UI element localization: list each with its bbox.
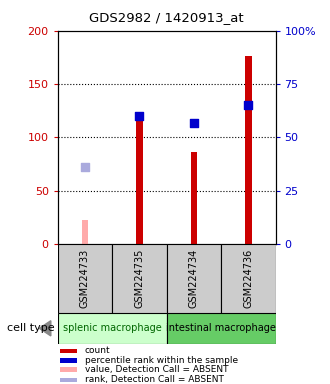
Text: cell type: cell type [7, 323, 54, 333]
Text: percentile rank within the sample: percentile rank within the sample [85, 356, 238, 365]
Text: GSM224735: GSM224735 [134, 249, 145, 308]
Bar [58, 313, 167, 344]
Text: rank, Detection Call = ABSENT: rank, Detection Call = ABSENT [85, 376, 224, 384]
Text: GDS2982 / 1420913_at: GDS2982 / 1420913_at [89, 11, 244, 24]
Text: count: count [85, 346, 111, 356]
Text: splenic macrophage: splenic macrophage [63, 323, 162, 333]
Bar [167, 244, 221, 313]
Text: GSM224733: GSM224733 [80, 249, 90, 308]
Text: intestinal macrophage: intestinal macrophage [166, 323, 276, 333]
Bar [82, 220, 88, 244]
Point [82, 164, 88, 170]
Bar [167, 313, 276, 344]
Bar [245, 56, 251, 244]
Bar [60, 358, 77, 363]
Bar [60, 377, 77, 382]
Bar [58, 244, 112, 313]
Bar [60, 367, 77, 372]
Point [137, 113, 142, 119]
Polygon shape [39, 321, 51, 336]
Point [191, 120, 197, 126]
Text: GSM224734: GSM224734 [189, 249, 199, 308]
Text: GSM224736: GSM224736 [243, 249, 253, 308]
Bar [221, 244, 276, 313]
Bar [191, 152, 197, 244]
Text: value, Detection Call = ABSENT: value, Detection Call = ABSENT [85, 366, 228, 374]
Bar [60, 349, 77, 353]
Bar [136, 116, 143, 244]
Bar [112, 244, 167, 313]
Point [246, 102, 251, 108]
